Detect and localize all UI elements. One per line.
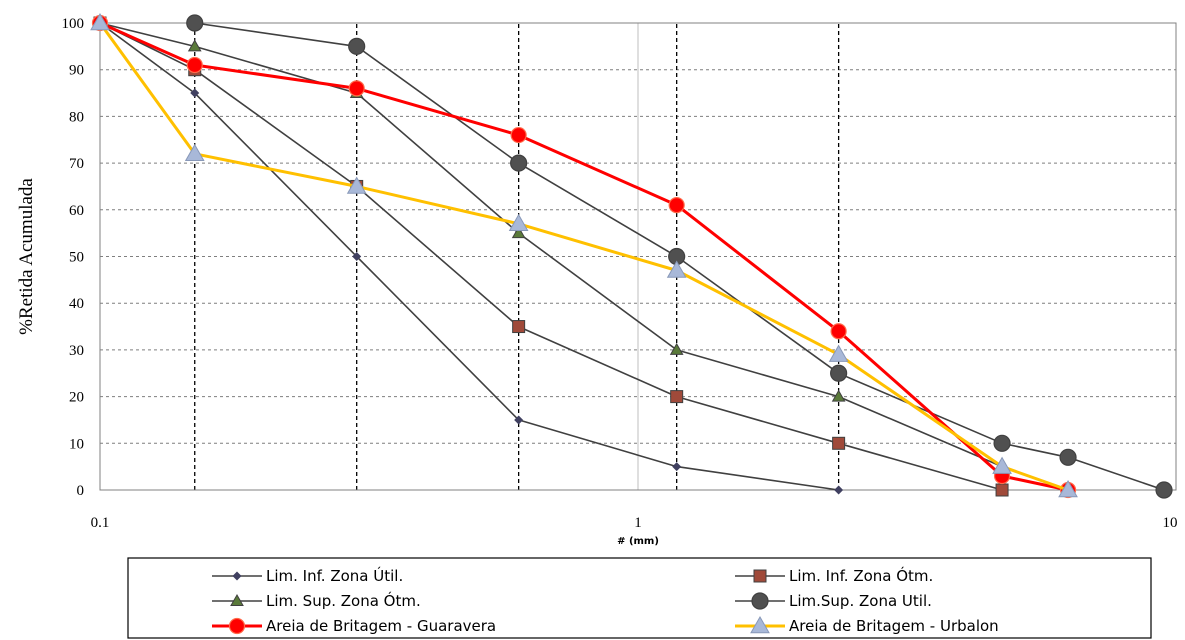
legend-label: Areia de Britagem - Urbalon [789,617,999,635]
legend-label: Lim.Sup. Zona Util. [789,592,932,610]
legend: Lim. Inf. Zona Útil. Lim. Inf. Zona Ótm. L… [127,557,1152,639]
data-point-guaravera [510,126,527,144]
data-point-urbalon [508,213,529,232]
data-point-lim-inf-util [514,415,524,425]
data-point-lim-inf-util [352,252,362,261]
legend-item-lim-sup-util: Lim.Sup. Zona Util. [735,592,932,610]
y-tick-label: 50 [69,250,84,266]
data-point-lim-sup-otm [669,342,684,355]
data-point-lim-inf-util [834,485,844,495]
x-tick-label: 1 [634,515,642,531]
data-point-lim-sup-util [186,14,204,32]
series-line-lim-inf-util [99,22,839,491]
legend-item-guaravera: Areia de Britagem - Guaravera [212,617,496,635]
legend-swatch-marker [751,592,769,610]
series-line-guaravera [99,21,1069,492]
y-tick-label: 0 [77,483,85,499]
data-point-lim-sup-otm [511,226,526,239]
legend-label: Areia de Britagem - Guaravera [266,617,496,635]
data-point-guaravera [348,80,365,97]
legend-label: Lim. Inf. Zona Útil. [266,566,403,585]
series-line-urbalon [98,22,1069,492]
data-point-lim-inf-otm [832,436,846,450]
legend-label: Lim. Inf. Zona Ótm. [789,566,933,585]
y-tick-label: 10 [69,436,84,452]
series-line-lim-sup-util [194,22,1165,491]
data-point-urbalon [1058,479,1078,498]
legend-item-lim-sup-otm: Lim. Sup. Zona Ótm. [212,591,421,610]
data-point-lim-sup-util [1059,448,1077,466]
y-axis-label: %Retida Acumulada [16,178,37,335]
x-axis-label: # (mm) [617,536,659,547]
legend-swatch-marker [230,593,244,606]
data-point-guaravera [668,197,685,214]
legend-item-lim-inf-otm: Lim. Inf. Zona Ótm. [735,566,933,585]
data-point-guaravera [186,56,203,74]
x-tick-label: 0.1 [91,515,110,531]
legend-item-lim-inf-util: Lim. Inf. Zona Útil. [212,566,403,585]
y-tick-label: 70 [69,156,84,172]
data-point-lim-sup-otm [187,39,202,52]
y-tick-label: 40 [69,296,84,312]
data-point-lim-inf-otm [995,483,1009,497]
data-point-guaravera [830,323,847,340]
y-tick-label: 30 [69,343,84,359]
series-lim-sup-util [186,14,1173,499]
series-urbalon [90,12,1078,498]
y-tick-label: 20 [69,390,84,406]
legend-box [127,557,1152,639]
data-point-lim-inf-otm [512,320,526,334]
y-tick-label: 60 [69,203,84,219]
series-layer [90,12,1173,499]
legend-label: Lim. Sup. Zona Ótm. [266,591,421,610]
legend-swatch-marker [753,569,767,583]
legend-swatch-marker [232,571,242,581]
y-tick-label: 100 [62,16,85,32]
y-axis-ticks: 0 10 20 30 40 50 60 70 80 90 100 [62,16,85,499]
data-point-urbalon [346,176,367,194]
series-lim-sup-otm [93,15,1009,472]
data-point-lim-sup-util [348,37,366,55]
x-tick-label: 10 [1163,515,1178,531]
plot-area-border [99,22,1177,491]
data-point-urbalon [992,456,1012,474]
y-tick-label: 80 [69,109,84,125]
series-guaravera [91,14,1077,499]
data-point-urbalon [184,143,205,162]
data-point-lim-sup-util [510,154,528,172]
data-point-lim-sup-otm [831,389,846,402]
data-point-lim-inf-util [190,88,200,98]
x-axis-ticks: 0.1 1 10 [91,515,1178,531]
data-point-lim-sup-util [993,434,1011,452]
legend-swatch-marker [750,615,770,634]
data-point-lim-sup-util [830,364,848,382]
legend-item-urbalon: Areia de Britagem - Urbalon [735,615,999,635]
data-point-urbalon [828,344,849,362]
data-point-lim-inf-otm [670,390,684,404]
data-point-urbalon [90,12,110,31]
series-line-lim-sup-otm [99,22,1003,468]
data-point-lim-inf-util [672,462,682,472]
legend-swatch-marker [228,617,246,635]
chart-grid [100,23,1176,490]
data-point-urbalon [666,260,687,278]
data-point-lim-sup-util [1155,481,1173,499]
y-tick-label: 90 [69,63,84,79]
